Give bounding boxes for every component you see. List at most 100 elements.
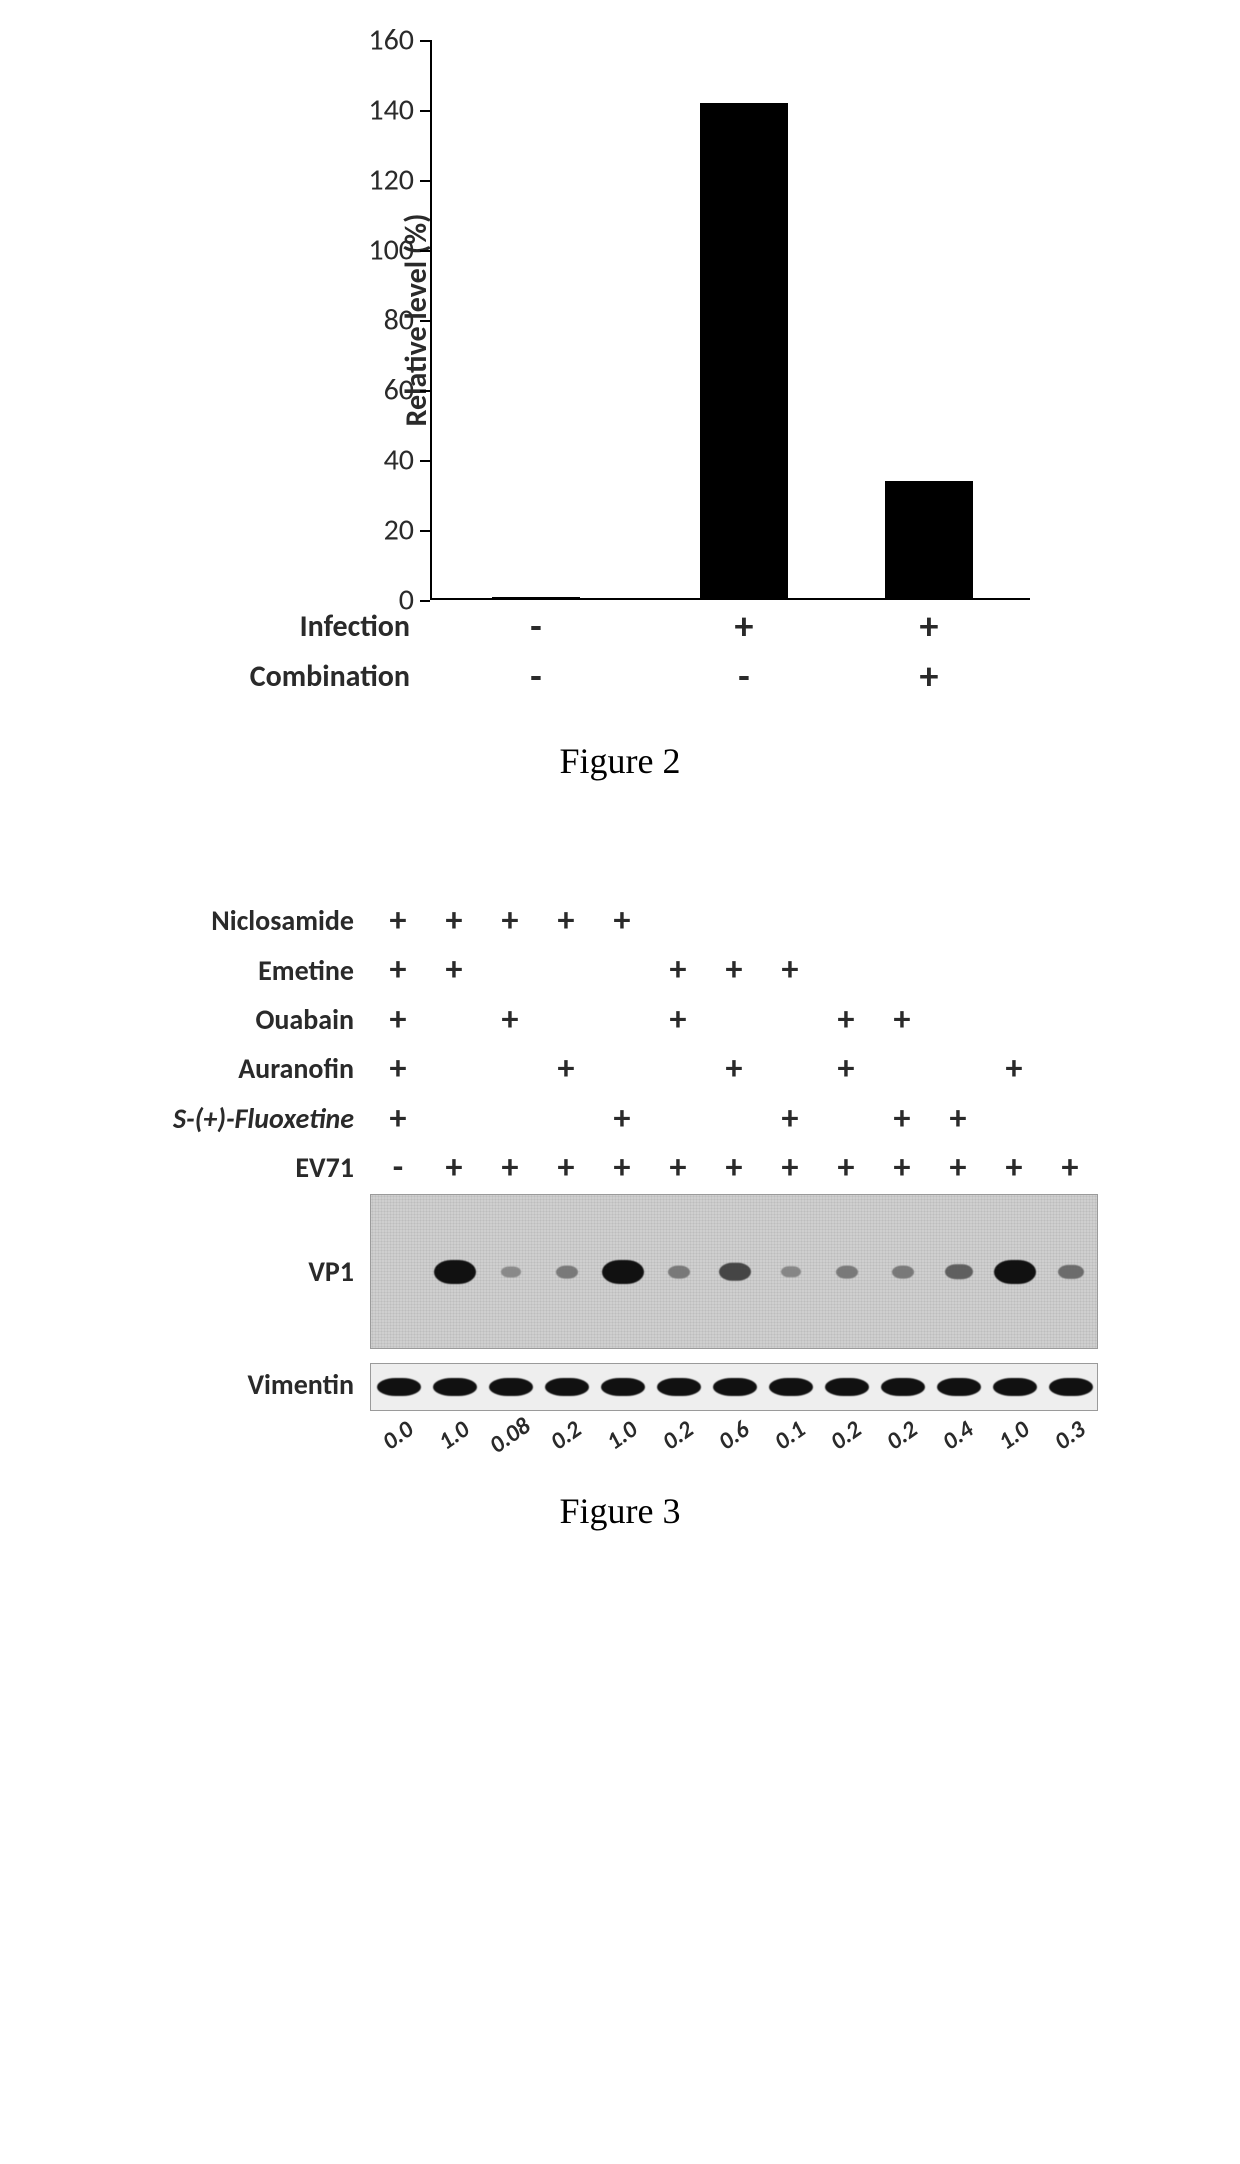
fig2-ytick-label: 100 (360, 232, 430, 269)
fig2-ytick-label: 60 (360, 372, 430, 409)
fig2-condition-cell: + (700, 608, 788, 646)
fig3-treatment-cell: + (762, 1149, 818, 1186)
fig3-treatment-cell: + (594, 1149, 650, 1186)
fig3-treatment-cell: + (650, 951, 706, 988)
fig3-gel-vp1-row: VP1 (90, 1194, 1150, 1349)
fig2-condition-cell: - (492, 608, 580, 646)
vimentin-band (993, 1378, 1038, 1396)
fig3-treatment-cell: + (986, 1050, 1042, 1087)
fig2-chart: Relative level (%) 020406080100120140160 (430, 40, 1030, 600)
fig2-bar (700, 103, 788, 600)
vp1-band (501, 1266, 521, 1277)
fig3-treatment-cell: + (706, 1050, 762, 1087)
fig3-treatment-cell: + (538, 902, 594, 939)
vimentin-band (657, 1378, 702, 1396)
fig3-treatment-label: Ouabain (90, 1002, 370, 1037)
fig3-treatment-cell: + (370, 1001, 426, 1038)
fig2-condition-cell: + (885, 608, 973, 646)
fig3-densitometry-value: 1.0 (983, 1408, 1046, 1464)
fig3-densitometry-value: 0.2 (535, 1408, 598, 1464)
fig3-treatment-cell: + (706, 1149, 762, 1186)
fig3-treatment-cell: + (482, 902, 538, 939)
fig3-treatment-cell: + (930, 1149, 986, 1186)
fig3-treatment-cell: + (370, 1050, 426, 1087)
fig3-treatment-cell: + (426, 1149, 482, 1186)
fig3-treatment-label: S-(+)-Fluoxetine (90, 1101, 370, 1136)
figure-2: Relative level (%) 020406080100120140160… (210, 40, 1030, 782)
vp1-band (836, 1265, 859, 1278)
fig3-treatment-cell: + (874, 1149, 930, 1186)
fig3-treatment-label: Auranofin (90, 1051, 370, 1086)
fig3-treatment-cell: + (650, 1149, 706, 1186)
fig3-densitometry-value: 0.2 (815, 1408, 878, 1464)
vimentin-gel-image (370, 1363, 1098, 1411)
vimentin-band (937, 1378, 982, 1396)
fig3-densitometry-value: 0.2 (871, 1408, 934, 1464)
fig3-treatment-cell: + (370, 951, 426, 988)
fig3-treatment-cell: + (426, 951, 482, 988)
vp1-band (719, 1263, 751, 1281)
vp1-band (945, 1264, 973, 1280)
vimentin-band (769, 1378, 814, 1396)
fig3-treatment-label: Emetine (90, 953, 370, 988)
fig2-ytick-label: 80 (360, 302, 430, 339)
fig2-caption: Figure 2 (210, 740, 1030, 782)
fig3-caption: Figure 3 (90, 1490, 1150, 1532)
vp1-label: VP1 (90, 1194, 370, 1349)
fig2-bar (885, 481, 973, 600)
vimentin-band (377, 1378, 422, 1396)
fig3-densitometry-value: 0.3 (1039, 1408, 1102, 1464)
vimentin-band (881, 1378, 926, 1396)
vimentin-band (545, 1378, 590, 1396)
fig3-densitometry-row: 0.01.00.080.21.00.20.60.10.20.20.41.00.3 (90, 1421, 1150, 1450)
vimentin-band (825, 1378, 870, 1396)
fig2-condition-label: Infection (300, 608, 430, 645)
vp1-band (994, 1260, 1036, 1284)
fig3-treatment-cell: + (818, 1001, 874, 1038)
fig3-treatment-label: Niclosamide (90, 903, 370, 938)
fig3-treatment-label: EV71 (90, 1150, 370, 1185)
fig3-treatment-cell: + (426, 902, 482, 939)
fig3-treatment-cell: + (482, 1001, 538, 1038)
fig3-treatment-cell: + (650, 1001, 706, 1038)
fig3-densitometry-value: 0.1 (759, 1408, 822, 1464)
vp1-gel-image (370, 1194, 1098, 1349)
fig3-treatment-cell: + (594, 902, 650, 939)
fig3-treatment-cell: + (762, 951, 818, 988)
fig2-y-axis (430, 40, 432, 600)
fig3-treatment-cell: + (818, 1149, 874, 1186)
fig2-ytick-label: 140 (360, 92, 430, 129)
fig3-treatment-cell: + (762, 1100, 818, 1137)
vp1-band (434, 1260, 476, 1284)
fig3-treatment-cell: + (930, 1100, 986, 1137)
fig2-ytick-label: 160 (360, 22, 430, 59)
fig2-condition-row: Infection-++ (430, 608, 1030, 650)
vp1-band (556, 1265, 579, 1278)
fig3-treatment-cell: + (538, 1149, 594, 1186)
fig2-condition-cell: - (700, 658, 788, 696)
vimentin-band (489, 1378, 534, 1396)
fig2-condition-label: Combination (250, 658, 430, 695)
fig3-treatment-cell: + (538, 1050, 594, 1087)
fig2-condition-cell: + (885, 658, 973, 696)
fig2-ytick-label: 120 (360, 162, 430, 199)
fig3-densitometry-value: 0.0 (367, 1408, 430, 1464)
fig3-densitometry-value: 0.4 (927, 1408, 990, 1464)
fig3-treatment-cell: + (370, 1100, 426, 1137)
fig3-gel-vimentin-row: Vimentin (90, 1357, 1150, 1411)
fig3-densitometry-value: 0.08 (479, 1408, 542, 1464)
fig3-treatment-cell: + (874, 1100, 930, 1137)
vimentin-label: Vimentin (90, 1357, 370, 1411)
vp1-band (781, 1266, 801, 1277)
fig3-treatment-cell: + (482, 1149, 538, 1186)
fig3-treatment-cell: + (1042, 1149, 1098, 1186)
fig2-ytick-label: 20 (360, 512, 430, 549)
fig3-densitometry-value: 1.0 (423, 1408, 486, 1464)
fig3-treatment-cell: + (370, 902, 426, 939)
fig3-densitometry-value: 0.2 (647, 1408, 710, 1464)
fig3-treatment-cell: + (818, 1050, 874, 1087)
fig3-treatment-cell: + (706, 951, 762, 988)
vimentin-band (433, 1378, 478, 1396)
figure-3: Niclosamide+++++Emetine+++++Ouabain+++++… (90, 902, 1150, 1532)
fig3-treatment-cell: + (594, 1100, 650, 1137)
